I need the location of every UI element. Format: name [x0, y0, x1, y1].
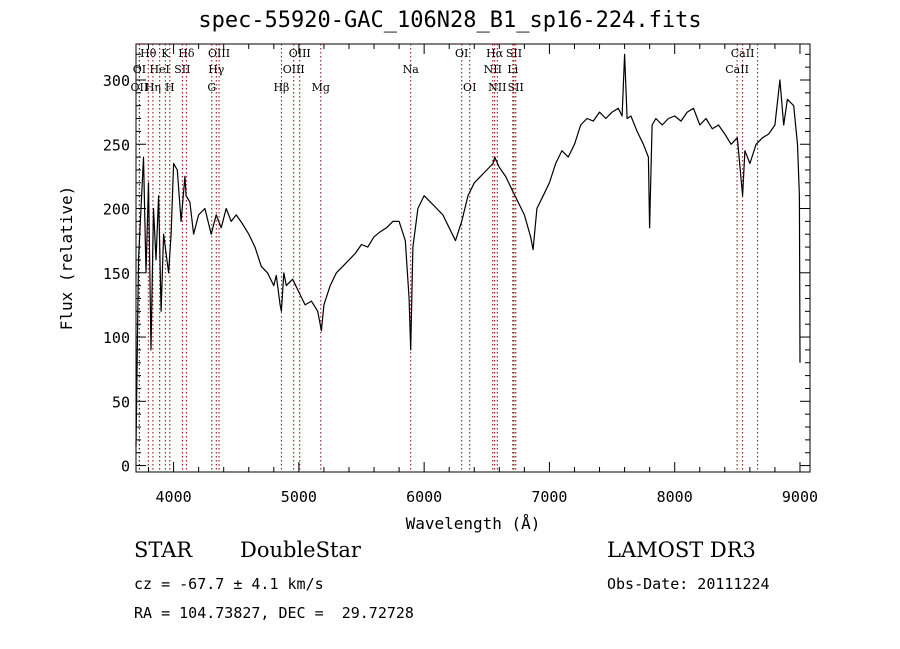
- spectral-line-label: OI: [463, 81, 476, 94]
- x-tick-label: 4000: [156, 488, 192, 506]
- spectral-line-label: HeI: [149, 63, 169, 76]
- spectral-line-label: OI: [455, 47, 468, 60]
- spectral-line-label: Hη: [145, 81, 161, 94]
- y-tick-label: 150: [103, 265, 130, 283]
- spectral-line-label: Na: [403, 63, 420, 76]
- obs-date-text: Obs-Date: 20111224: [607, 575, 770, 593]
- spectral-line-label: Hγ: [208, 63, 225, 76]
- y-tick-label: 250: [103, 136, 130, 154]
- plot-frame: [135, 43, 811, 473]
- y-tick-label: 50: [112, 393, 130, 411]
- x-tick-label: 5000: [281, 488, 317, 506]
- spectrum-line: [135, 53, 801, 447]
- spectral-line-label: OIII: [283, 63, 305, 76]
- spectral-line-label: NII: [484, 63, 502, 76]
- spectral-line-label: Hα: [486, 47, 504, 60]
- spectral-line-label: K: [161, 47, 170, 60]
- y-tick-label: 0: [121, 458, 130, 476]
- spectral-line-label: Li: [507, 63, 518, 76]
- spectral-line-label: CaII: [731, 47, 755, 60]
- x-tick-label: 6000: [406, 488, 442, 506]
- y-axis-label: Flux (relative): [57, 186, 76, 331]
- spectral-line-label: OI: [133, 63, 146, 76]
- x-axis-label: Wavelength (Å): [406, 514, 541, 533]
- x-tick-label: 8000: [657, 488, 693, 506]
- spectral-line-label: SII: [508, 81, 524, 94]
- spectral-line-label: SII: [506, 47, 522, 60]
- spectral-line-label: SII: [174, 63, 190, 76]
- spectral-line-label: CaII: [746, 0, 770, 3]
- object-class: STAR: [134, 538, 193, 562]
- spectral-line-label: OII: [131, 81, 149, 94]
- redshift-text: cz = -67.7 ± 4.1 km/s: [134, 575, 324, 593]
- coordinates-text: RA = 104.73827, DEC = 29.72728: [134, 604, 414, 622]
- y-tick-label: 200: [103, 201, 130, 219]
- spectral-line-label: OIII: [289, 47, 311, 60]
- survey-name: LAMOST DR3: [607, 538, 756, 562]
- spectral-line-label: G: [207, 81, 216, 94]
- spectral-line-label: Hθ: [140, 47, 157, 60]
- spectral-line-label: OIII: [208, 47, 230, 60]
- spectral-line-label: Hδ: [178, 47, 195, 60]
- x-tick-label: 9000: [782, 488, 818, 506]
- x-tick-label: 7000: [531, 488, 567, 506]
- y-tick-label: 100: [103, 329, 130, 347]
- chart-title: spec-55920-GAC_106N28_B1_sp16-224.fits: [198, 8, 702, 33]
- spectral-line-label: Mg: [312, 81, 330, 94]
- y-tick-label: 300: [103, 72, 130, 90]
- spectral-line-label: H: [165, 81, 175, 94]
- object-subclass: DoubleStar: [240, 538, 361, 562]
- spectral-line-label: Hβ: [273, 81, 289, 94]
- spectral-line-label: NII: [488, 81, 506, 94]
- spectral-line-label: CaII: [725, 63, 749, 76]
